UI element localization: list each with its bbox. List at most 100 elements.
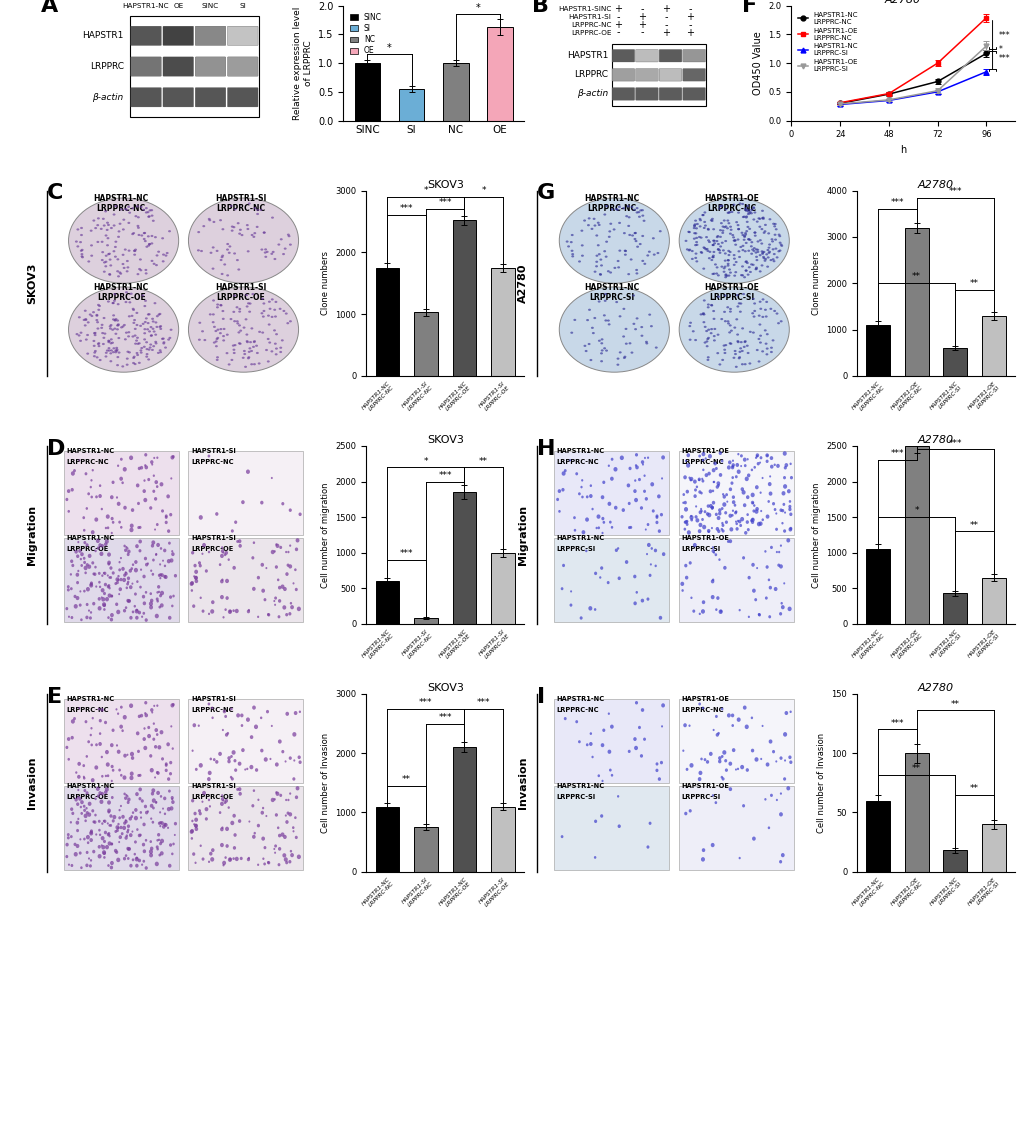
Ellipse shape — [294, 836, 298, 839]
Circle shape — [628, 234, 631, 236]
Ellipse shape — [629, 526, 632, 529]
Ellipse shape — [224, 856, 226, 858]
Circle shape — [720, 359, 723, 361]
Circle shape — [253, 232, 256, 234]
Circle shape — [252, 235, 255, 238]
Circle shape — [597, 339, 600, 342]
Ellipse shape — [88, 610, 90, 612]
Circle shape — [112, 250, 115, 252]
Ellipse shape — [115, 577, 119, 581]
Circle shape — [132, 250, 136, 252]
Ellipse shape — [156, 839, 158, 841]
Circle shape — [692, 224, 695, 226]
Title: A2780: A2780 — [884, 0, 920, 5]
Circle shape — [744, 269, 747, 271]
Ellipse shape — [117, 575, 119, 578]
Ellipse shape — [103, 608, 106, 611]
Circle shape — [773, 239, 776, 241]
Circle shape — [751, 264, 754, 266]
Ellipse shape — [118, 569, 121, 571]
Ellipse shape — [86, 563, 89, 567]
Ellipse shape — [119, 476, 123, 481]
Circle shape — [154, 321, 157, 323]
Ellipse shape — [270, 550, 274, 554]
Circle shape — [96, 356, 99, 359]
Circle shape — [233, 252, 235, 254]
Text: HAPSTR1-SI: HAPSTR1-SI — [191, 535, 235, 541]
Ellipse shape — [140, 466, 143, 469]
Ellipse shape — [159, 731, 163, 734]
Circle shape — [728, 331, 731, 334]
Ellipse shape — [194, 812, 197, 815]
Circle shape — [113, 319, 116, 321]
Circle shape — [147, 313, 150, 316]
Circle shape — [727, 275, 730, 277]
Ellipse shape — [734, 510, 737, 513]
Circle shape — [754, 268, 757, 270]
FancyBboxPatch shape — [227, 26, 258, 45]
Circle shape — [156, 316, 159, 318]
Ellipse shape — [143, 575, 146, 578]
Ellipse shape — [99, 484, 101, 487]
Ellipse shape — [135, 808, 138, 812]
Ellipse shape — [67, 588, 69, 592]
Ellipse shape — [131, 611, 135, 613]
Circle shape — [726, 265, 729, 267]
Ellipse shape — [640, 708, 644, 711]
Ellipse shape — [234, 856, 238, 861]
Circle shape — [109, 343, 112, 345]
Y-axis label: Clone numbers: Clone numbers — [811, 251, 820, 316]
Text: +: + — [661, 27, 669, 37]
Circle shape — [703, 211, 706, 214]
Ellipse shape — [633, 575, 636, 578]
Circle shape — [86, 334, 89, 336]
Ellipse shape — [689, 477, 693, 481]
Ellipse shape — [160, 590, 164, 595]
Ellipse shape — [123, 506, 126, 510]
Ellipse shape — [147, 734, 151, 739]
Ellipse shape — [769, 456, 772, 460]
Circle shape — [723, 274, 727, 276]
Ellipse shape — [220, 554, 223, 558]
Circle shape — [694, 227, 697, 230]
Ellipse shape — [150, 768, 154, 772]
Ellipse shape — [78, 459, 81, 461]
Ellipse shape — [705, 760, 708, 763]
Circle shape — [107, 301, 110, 303]
Ellipse shape — [717, 511, 720, 516]
Ellipse shape — [67, 490, 70, 493]
Ellipse shape — [260, 716, 262, 719]
Text: HAPSTR1-OE: HAPSTR1-OE — [681, 696, 729, 701]
Ellipse shape — [761, 518, 763, 521]
Ellipse shape — [107, 594, 111, 598]
Ellipse shape — [98, 543, 102, 547]
Circle shape — [765, 266, 768, 268]
Ellipse shape — [282, 587, 286, 592]
Ellipse shape — [641, 464, 643, 466]
Circle shape — [212, 313, 215, 316]
Circle shape — [127, 331, 130, 334]
Text: Invasion: Invasion — [517, 757, 527, 809]
Ellipse shape — [144, 464, 147, 467]
Ellipse shape — [125, 587, 128, 589]
Circle shape — [699, 236, 702, 239]
Circle shape — [703, 342, 706, 344]
Ellipse shape — [230, 756, 232, 758]
Circle shape — [128, 211, 131, 214]
Circle shape — [283, 248, 286, 250]
Ellipse shape — [763, 550, 766, 553]
Ellipse shape — [116, 502, 120, 506]
Ellipse shape — [717, 760, 720, 763]
Ellipse shape — [71, 812, 74, 815]
Ellipse shape — [126, 795, 128, 797]
Circle shape — [132, 321, 136, 323]
Ellipse shape — [771, 502, 774, 506]
Bar — [865, 550, 890, 624]
Circle shape — [634, 240, 637, 242]
Ellipse shape — [84, 561, 86, 564]
Circle shape — [144, 240, 147, 242]
Ellipse shape — [77, 762, 81, 766]
Ellipse shape — [136, 856, 138, 860]
Ellipse shape — [126, 847, 129, 851]
Ellipse shape — [704, 473, 707, 477]
